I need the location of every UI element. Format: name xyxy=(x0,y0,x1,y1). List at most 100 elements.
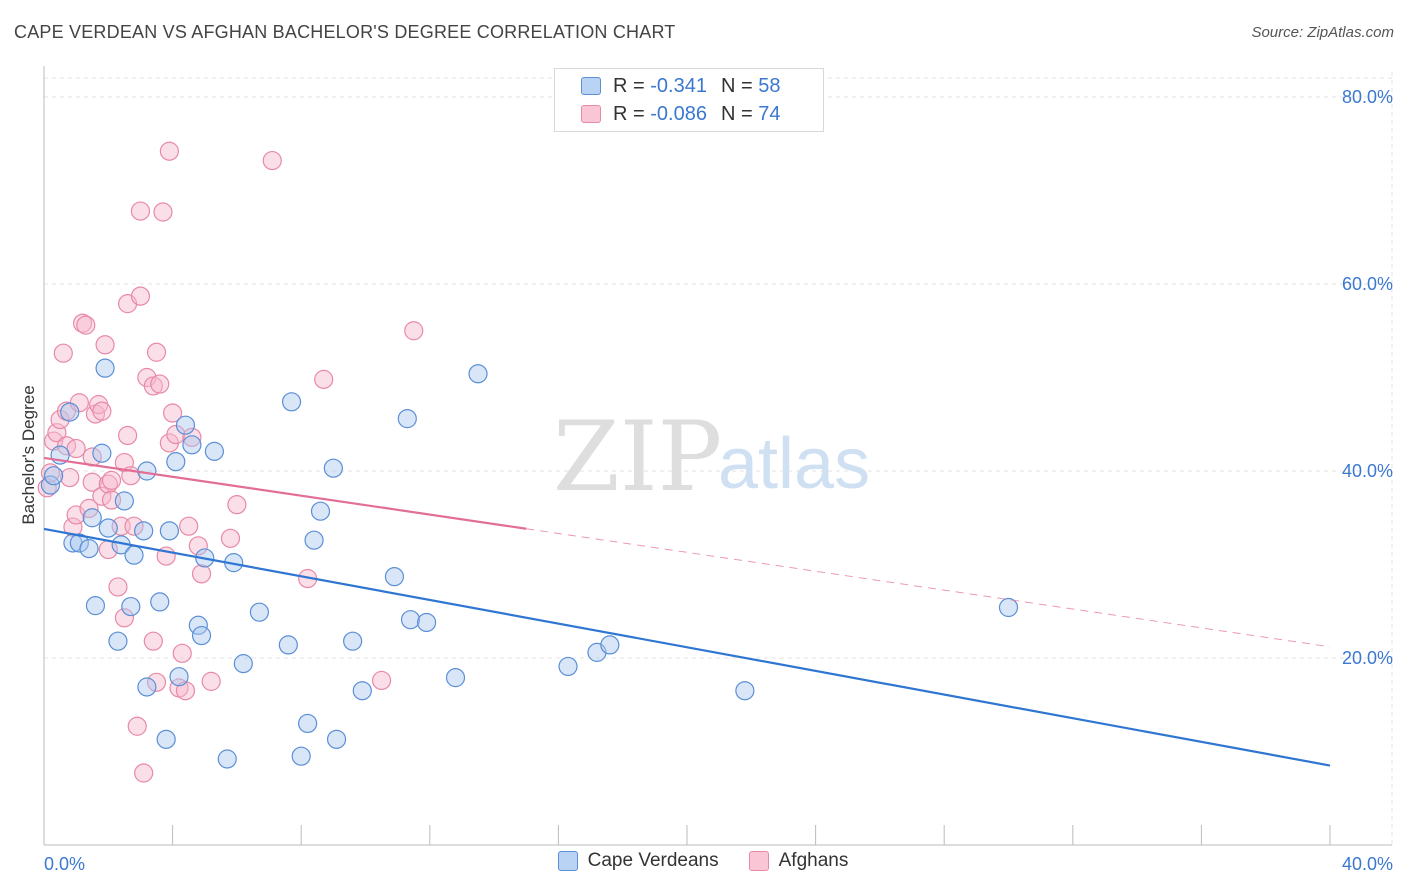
cape-verdean-point xyxy=(343,631,363,651)
y-tick-label: 60.0% xyxy=(1342,274,1393,294)
x-tick-label: 40.0% xyxy=(1342,854,1393,874)
cape-verdean-point xyxy=(175,415,196,435)
cape-verdean-point xyxy=(85,596,106,616)
afghan-point xyxy=(124,516,144,536)
afghan-point xyxy=(143,376,163,396)
cape-verdean-point xyxy=(82,508,102,528)
legend-n-label: N = xyxy=(720,102,753,125)
afghan-point xyxy=(153,202,173,222)
tick-labels: 20.0% 40.0% 60.0% 80.0% 0.0% 40.0% xyxy=(44,87,1393,874)
cape-verdean-point xyxy=(114,491,134,511)
cape-verdean-point xyxy=(304,530,324,550)
afghans-points xyxy=(37,141,424,783)
afghan-point xyxy=(191,564,212,584)
afghan-point xyxy=(37,478,57,498)
legend-row-cape-verdeans: R = -0.341 N = 58 xyxy=(581,73,780,99)
watermark-atlas: atlas xyxy=(718,424,870,504)
afghan-point xyxy=(404,321,424,341)
y-axis-label: Bachelor's Degree xyxy=(19,385,38,524)
legend-row-afghans: R = -0.086 N = 74 xyxy=(581,101,780,127)
cape-verdean-point xyxy=(182,435,202,455)
afghan-point xyxy=(220,528,241,548)
cape-verdean-point xyxy=(352,681,372,701)
afghan-point xyxy=(182,427,202,447)
cape-verdean-point xyxy=(384,567,405,587)
source-label[interactable]: Source: ZipAtlas.com xyxy=(1251,24,1394,41)
cape-verdeans-points xyxy=(40,358,1019,769)
watermark-zip: ZIP xyxy=(553,401,722,513)
legend-item-afghans[interactable]: Afghans xyxy=(748,850,849,872)
stats-legend: R = -0.341 N = 58 R = -0.086 N = 74 xyxy=(554,68,824,132)
cape-verdean-point xyxy=(326,729,347,749)
afghan-point xyxy=(179,516,199,536)
x-tick-label: 0.0% xyxy=(44,854,85,874)
afghan-point xyxy=(159,141,179,161)
afghan-point xyxy=(262,150,282,171)
cape-verdean-point xyxy=(204,441,224,461)
afghan-point xyxy=(130,201,151,221)
afghan-point xyxy=(175,681,196,701)
cape-verdean-point xyxy=(291,746,311,766)
cape-verdean-point xyxy=(249,602,270,622)
afghan-point xyxy=(150,374,170,394)
y-tick-label: 80.0% xyxy=(1342,87,1393,107)
cape-verdean-point xyxy=(108,631,128,651)
afghan-point xyxy=(143,631,163,651)
afghan-trend-extension xyxy=(526,528,1331,648)
legend-label-afghans: Afghans xyxy=(778,850,849,871)
cape-verdean-point xyxy=(558,656,578,677)
trend-lines xyxy=(43,456,1331,767)
cape-verdean-point xyxy=(92,443,112,463)
afghan-point xyxy=(53,343,73,363)
cape-verdean-point xyxy=(445,668,466,688)
cape-verdean-point xyxy=(281,392,302,412)
afghan-point xyxy=(95,335,115,355)
legend-r-label: R = xyxy=(613,74,645,97)
cape-verdean-point xyxy=(310,501,331,521)
grid-lines xyxy=(44,72,1393,845)
afghan-point xyxy=(127,716,147,736)
axes xyxy=(43,66,1392,846)
cape-verdean-point xyxy=(468,364,488,384)
chart-title: CAPE VERDEAN VS AFGHAN BACHELOR'S DEGREE… xyxy=(14,22,676,42)
series-legend: Cape Verdeans Afghans xyxy=(0,850,1406,872)
cape-verdean-point xyxy=(60,402,80,422)
cape-verdean-point xyxy=(400,610,421,630)
afghan-point xyxy=(92,486,112,506)
afghan-point xyxy=(66,438,86,459)
afghan-point xyxy=(98,474,118,494)
y-tick-label: 40.0% xyxy=(1342,461,1393,481)
afghan-point xyxy=(134,763,154,783)
cape-verdean-point xyxy=(159,521,179,541)
cape-verdean-point xyxy=(156,729,176,749)
cape-verdean-point xyxy=(166,452,186,472)
afghan-trend-line xyxy=(43,456,527,530)
cape-verdean-point xyxy=(124,545,144,565)
legend-n-label: N = xyxy=(720,74,753,97)
afghan-point xyxy=(108,577,128,597)
cape-verdean-point xyxy=(298,713,318,734)
cape-verdean-point xyxy=(600,635,620,655)
afghan-point xyxy=(72,313,93,333)
cape-verdean-point xyxy=(397,409,417,429)
afghan-point xyxy=(146,672,167,692)
cape-verdean-point xyxy=(169,667,189,687)
cape-verdean-point xyxy=(735,681,755,701)
legend-label-cape-verdeans: Cape Verdeans xyxy=(587,850,719,871)
legend-swatch-pink xyxy=(581,105,601,123)
cape-verdean-point xyxy=(44,466,64,486)
cape-verdean-point xyxy=(69,533,89,553)
legend-item-cape-verdeans[interactable]: Cape Verdeans xyxy=(557,850,719,872)
afghan-point xyxy=(371,670,392,691)
afghan-point xyxy=(146,342,167,362)
watermark: ZIP atlas xyxy=(553,401,870,513)
afghan-point xyxy=(60,467,80,488)
legend-swatch-blue xyxy=(557,851,578,871)
cape-verdean-point xyxy=(998,597,1019,618)
afghan-point xyxy=(76,315,96,335)
afghan-point xyxy=(227,495,247,515)
cape-verdean-point xyxy=(137,677,157,697)
afghan-point xyxy=(82,472,102,492)
legend-r-value: -0.341 xyxy=(650,74,707,97)
